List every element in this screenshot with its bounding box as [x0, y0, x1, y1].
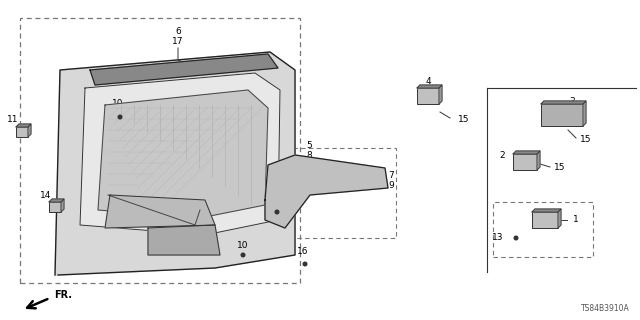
Polygon shape: [532, 209, 561, 212]
Polygon shape: [90, 54, 278, 85]
Polygon shape: [98, 90, 268, 218]
Polygon shape: [105, 195, 215, 228]
Text: 12: 12: [272, 196, 284, 204]
Polygon shape: [49, 199, 64, 202]
Bar: [541, 104, 583, 126]
Text: FR.: FR.: [54, 290, 72, 300]
Text: 14: 14: [40, 190, 52, 199]
Polygon shape: [80, 73, 280, 235]
Text: TS84B3910A: TS84B3910A: [581, 304, 630, 313]
Bar: [49, 202, 61, 212]
Text: 10: 10: [237, 241, 249, 250]
Polygon shape: [61, 199, 64, 212]
Circle shape: [275, 210, 279, 214]
Polygon shape: [265, 155, 388, 228]
Circle shape: [514, 236, 518, 240]
Polygon shape: [417, 85, 442, 88]
Text: 5: 5: [307, 140, 312, 149]
Bar: [20, 18, 300, 283]
Text: 13: 13: [492, 234, 503, 243]
Circle shape: [303, 262, 307, 266]
Text: 8: 8: [307, 150, 312, 159]
Text: 1: 1: [573, 215, 579, 225]
Polygon shape: [541, 101, 586, 104]
Polygon shape: [583, 101, 586, 126]
Text: 9: 9: [388, 180, 394, 189]
Text: 7: 7: [388, 171, 394, 180]
Bar: [258, 148, 396, 238]
Text: 17: 17: [172, 37, 184, 46]
Text: 4: 4: [425, 77, 431, 86]
Bar: [532, 212, 558, 228]
Text: 6: 6: [175, 28, 181, 36]
Text: 15: 15: [554, 164, 566, 172]
Text: 16: 16: [297, 247, 308, 257]
Circle shape: [241, 253, 245, 257]
Text: 10: 10: [112, 99, 124, 108]
Text: 2: 2: [499, 150, 505, 159]
Polygon shape: [28, 124, 31, 137]
Polygon shape: [148, 225, 220, 255]
Bar: [16, 127, 28, 137]
Circle shape: [118, 115, 122, 119]
Polygon shape: [16, 124, 31, 127]
Bar: [417, 88, 439, 104]
Polygon shape: [55, 52, 295, 275]
Polygon shape: [439, 85, 442, 104]
Polygon shape: [513, 151, 540, 154]
Text: 11: 11: [7, 116, 19, 124]
Text: 15: 15: [580, 135, 591, 145]
Bar: [513, 154, 537, 170]
Bar: [493, 202, 593, 257]
Text: 3: 3: [569, 98, 575, 107]
Polygon shape: [558, 209, 561, 228]
Polygon shape: [537, 151, 540, 170]
Text: 15: 15: [458, 116, 470, 124]
